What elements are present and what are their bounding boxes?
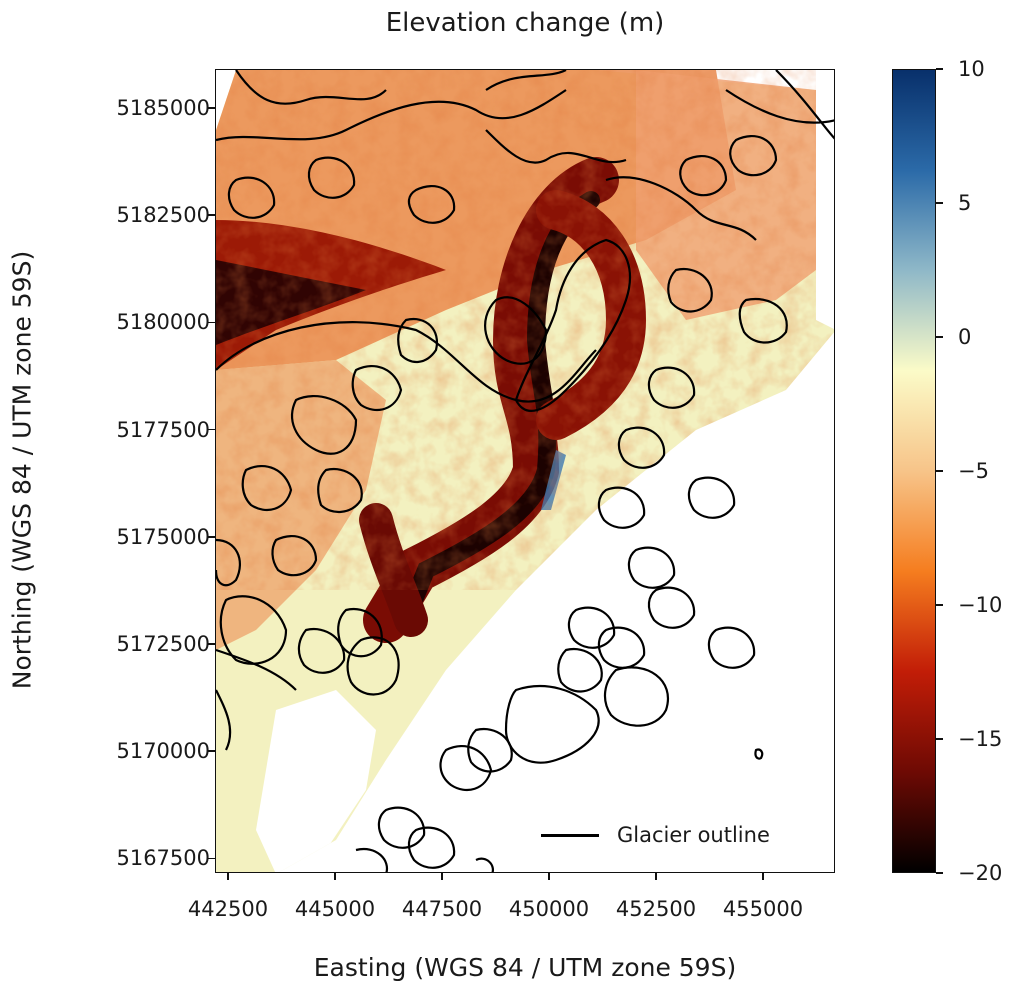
colorbar-tick-label: 5 [958,191,972,215]
legend-label-glacier-outline: Glacier outline [617,823,770,847]
y-tick-label: 5175000 [116,524,210,549]
colorbar-tick-mark [936,336,943,338]
glacier-outlines [216,70,834,872]
colorbar [892,69,936,873]
y-tick-label: 5167500 [116,846,210,871]
x-tick-label: 452500 [615,897,697,921]
x-tick-label: 445000 [294,897,376,921]
colorbar-tick-label: −10 [958,593,1003,617]
colorbar-tick-label: −20 [958,861,1003,885]
no-data-area [256,690,376,872]
y-tick-label: 5182500 [116,203,210,228]
colorbar-tick-mark [936,604,943,606]
colorbar-tick-mark [936,872,943,874]
y-tick-mark [208,321,215,324]
y-tick-mark [208,750,215,752]
x-tick-mark [548,873,550,880]
x-tick-label: 447500 [401,897,483,921]
x-tick-mark [227,873,229,880]
x-tick-label: 442500 [187,897,269,921]
y-tick-label: 5177500 [116,417,210,442]
y-tick-label: 5180000 [116,310,210,335]
colorbar-tick-mark [936,738,943,740]
y-tick-mark [208,107,215,109]
elevation-change-map [216,70,834,872]
colorbar-tick-mark [936,470,943,472]
colorbar-tick-label: 0 [958,325,972,349]
y-tick-label: 5185000 [116,96,210,120]
x-tick-mark [655,873,657,880]
x-axis-label: Easting (WGS 84 / UTM zone 59S) [313,953,737,982]
y-tick-mark [208,428,215,431]
legend: Glacier outline [541,820,770,850]
y-tick-mark [208,857,215,860]
colorbar-tick-mark [936,68,943,70]
y-tick-mark [208,536,215,538]
colorbar-tick-label: −5 [958,459,989,483]
map-panel: Glacier outline [215,69,835,873]
y-axis-label: Northing (WGS 84 / UTM zone 59S) [7,250,37,690]
x-tick-mark [441,873,443,880]
colorbar-tick-mark [936,202,943,204]
x-tick-label: 455000 [722,897,804,921]
y-tick-label: 5170000 [116,739,210,764]
x-tick-mark [334,873,336,880]
y-tick-mark [208,643,215,645]
colorbar-tick-label: 10 [958,57,985,81]
colorbar-tick-label: −15 [958,727,1003,751]
x-tick-mark [762,873,764,880]
x-tick-label: 450000 [508,897,590,921]
map-title: Elevation change (m) [385,8,665,38]
y-tick-mark [208,214,215,216]
y-tick-label: 5172500 [116,632,210,656]
legend-line-swatch [541,833,599,837]
